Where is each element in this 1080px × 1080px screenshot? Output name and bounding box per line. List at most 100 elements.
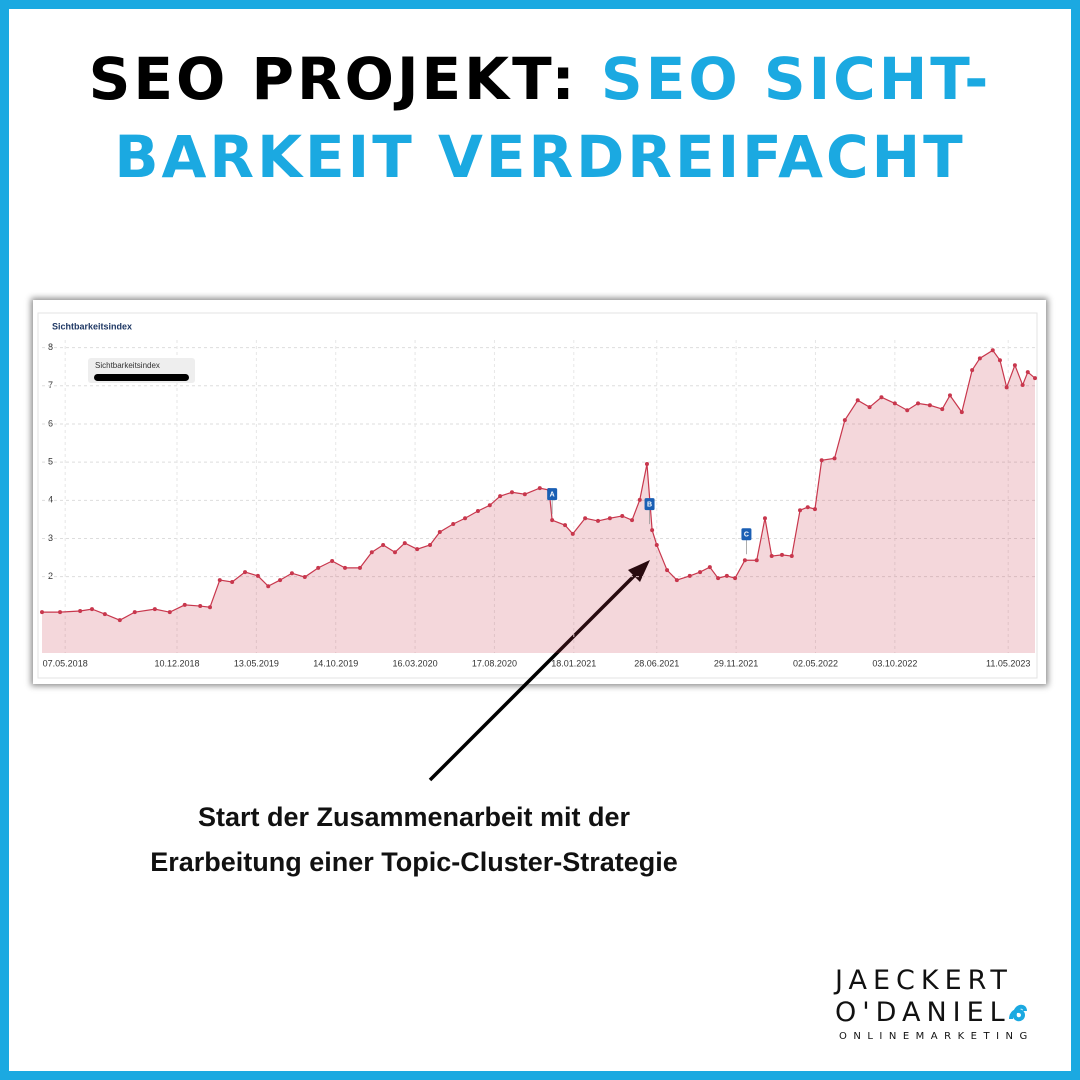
data-point — [437, 529, 442, 534]
data-point — [832, 456, 837, 461]
annotation-line-2: Erarbeitung einer Topic-Cluster-Strategi… — [150, 847, 678, 877]
y-tick-label: 5 — [48, 457, 53, 467]
data-point — [789, 554, 794, 559]
data-point — [798, 508, 803, 513]
data-point — [217, 578, 222, 583]
annotation-label: C — [744, 532, 749, 539]
legend-swatch — [94, 374, 189, 381]
y-tick-label: 4 — [48, 495, 53, 505]
data-point — [707, 565, 712, 570]
data-point — [970, 368, 975, 373]
data-point — [266, 584, 271, 589]
data-point — [415, 547, 420, 552]
data-point — [78, 609, 83, 614]
data-point — [855, 398, 860, 403]
data-point — [812, 507, 817, 512]
y-tick-label: 6 — [48, 418, 53, 428]
data-point — [997, 358, 1002, 363]
data-point — [550, 518, 555, 523]
data-point — [762, 516, 767, 521]
annotation-line-1: Start der Zusammenarbeit mit der — [197, 802, 631, 832]
data-point — [637, 497, 642, 502]
data-point — [182, 602, 187, 607]
annotation-flag — [547, 488, 558, 501]
data-point — [674, 578, 679, 583]
data-point — [1033, 376, 1037, 381]
area-fill — [42, 350, 1035, 653]
data-point — [769, 554, 774, 559]
data-point — [316, 565, 321, 570]
logo-line-2: O'DANIEL — [835, 997, 1011, 1028]
data-point — [742, 558, 747, 563]
data-point — [1012, 363, 1017, 368]
data-point — [583, 516, 588, 521]
data-point — [207, 605, 212, 610]
data-point — [733, 576, 738, 581]
data-point — [698, 570, 703, 575]
title-line-2: BARKEIT VERDREIFACHT — [114, 123, 966, 191]
data-point — [487, 503, 492, 508]
data-point — [892, 401, 897, 406]
data-point — [1025, 370, 1030, 375]
data-point — [779, 552, 784, 557]
x-tick-label: 28.06.2021 — [634, 658, 679, 668]
data-point — [498, 494, 503, 499]
data-point — [89, 607, 94, 612]
legend-label: Sichtbarkeitsindex — [95, 361, 160, 370]
logo-icon — [1009, 1004, 1027, 1022]
data-point — [650, 528, 655, 533]
data-point — [879, 395, 884, 400]
data-point — [654, 542, 659, 547]
data-point — [927, 403, 932, 408]
data-point — [607, 516, 612, 521]
data-point — [117, 618, 122, 623]
data-point — [842, 418, 847, 423]
data-point — [509, 490, 514, 495]
data-point — [343, 565, 348, 570]
y-tick-label: 8 — [48, 342, 53, 352]
x-tick-label: 16.03.2020 — [393, 658, 438, 668]
data-point — [428, 542, 433, 547]
data-point — [977, 356, 982, 361]
data-point — [563, 523, 568, 528]
data-point — [805, 505, 810, 510]
data-point — [475, 509, 480, 514]
x-tick-label: 18.01.2021 — [551, 658, 596, 668]
data-point — [302, 575, 307, 580]
logo-mark — [1009, 1004, 1027, 1022]
data-point — [916, 401, 921, 406]
data-point — [369, 550, 374, 555]
data-point — [1020, 383, 1025, 388]
data-point — [644, 462, 649, 467]
data-point — [596, 518, 601, 523]
data-point — [959, 410, 964, 415]
data-point — [132, 610, 137, 615]
title-blue: SEO SICHT- — [600, 45, 992, 113]
data-point — [58, 610, 63, 615]
data-point — [716, 576, 721, 581]
data-point — [463, 516, 468, 521]
x-tick-label: 13.05.2019 — [234, 658, 279, 668]
data-point — [620, 513, 625, 518]
y-tick-label: 2 — [48, 571, 53, 581]
title-line-1: SEO PROJEKT: SEO SICHT- — [9, 45, 1071, 113]
data-point — [330, 559, 335, 564]
data-point — [687, 573, 692, 578]
data-point — [1004, 385, 1009, 390]
y-tick-label: 3 — [48, 533, 53, 543]
y-tick-label: 7 — [48, 380, 53, 390]
data-point — [905, 408, 910, 413]
data-point — [167, 610, 172, 615]
data-point — [724, 573, 729, 578]
data-point — [451, 521, 456, 526]
x-tick-label: 29.11.2021 — [714, 658, 758, 668]
x-tick-label: 07.05.2018 — [43, 658, 88, 668]
data-point — [102, 612, 107, 617]
x-tick-label: 02.05.2022 — [793, 658, 838, 668]
logo-line-3: ONLINEMARKETING — [839, 1031, 1034, 1042]
annotation-flag — [741, 528, 752, 541]
data-point — [381, 542, 386, 547]
data-point — [947, 393, 952, 398]
